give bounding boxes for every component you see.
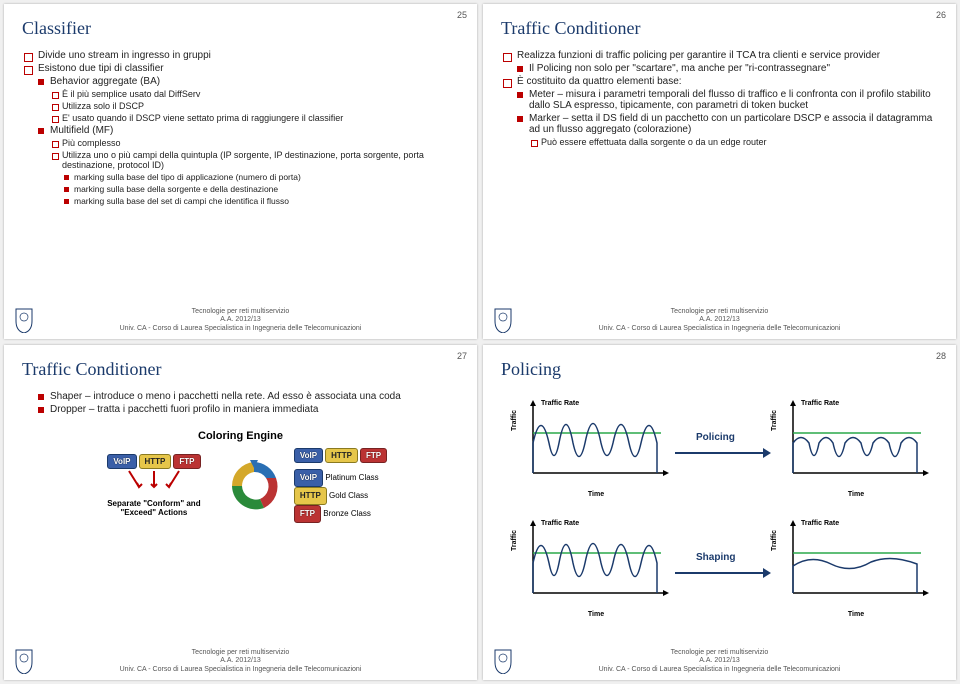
rate-label: Traffic Rate [801,400,839,407]
footer-line: A.A. 2012/13 [4,657,477,665]
footer-line: Tecnologie per reti multiservizio [4,649,477,657]
legend-gold: Gold Class [329,491,368,500]
pill-voip: VoIP [294,448,323,463]
footer-line: A.A. 2012/13 [483,316,956,324]
footer-line: Tecnologie per reti multiservizio [483,308,956,316]
pill-voip: VoIP [294,469,323,487]
footer-line: Univ. CA - Corso di Laurea Specialistica… [4,325,477,333]
slide-title: Classifier [22,18,459,39]
bullet: È costituito da quattro elementi base: [501,75,938,88]
pill-ftp: FTP [294,505,321,523]
chart-svg [781,518,931,598]
x-axis-label: Time [588,491,604,498]
bullet: marking sulla base del tipo di applicazi… [22,171,459,183]
rate-label: Traffic Rate [541,520,579,527]
footer-line: A.A. 2012/13 [4,316,477,324]
slide-title: Traffic Conditioner [22,359,459,380]
arrows-down-icon [114,469,194,491]
pill-http: HTTP [139,454,172,469]
bullet: Dropper – tratta i pacchetti fuori profi… [22,403,459,416]
page-number: 26 [936,10,946,20]
bullet: Multifield (MF) [22,124,459,137]
output-pills: VoIP HTTP FTP VoIP Platinum Class HTTP G… [294,448,387,523]
rate-label: Traffic Rate [541,400,579,407]
page-number: 28 [936,351,946,361]
pill-http: HTTP [294,487,327,505]
chart-svg [781,398,931,478]
y-axis-label: Traffic [511,410,518,431]
chart-before-policing: TrafficTimeTraffic Rate [521,398,671,488]
x-axis-label: Time [588,611,604,618]
bullet-list: Divide uno stream in ingresso in gruppiE… [22,49,459,207]
bullet: Esistono due tipi di classifier [22,62,459,75]
slide-footer: Tecnologie per reti multiservizio A.A. 2… [4,649,477,674]
slide-footer: Tecnologie per reti multiservizio A.A. 2… [483,649,956,674]
slide-title: Traffic Conditioner [501,18,938,39]
bullet: È il più semplice usato dal DiffServ [22,88,459,100]
x-axis-label: Time [848,611,864,618]
bullet: Utilizza uno o più campi della quintupla… [22,149,459,171]
chart-svg [521,518,671,598]
slide-footer: Tecnologie per reti multiservizio A.A. 2… [4,308,477,333]
slide-28: 28 Policing TrafficTimeTraffic Rate Traf… [483,345,956,680]
slide-25: 25 Classifier Divide uno stream in ingre… [4,4,477,339]
legend-plat: Platinum Class [325,473,378,482]
pill-ftp: FTP [360,448,387,463]
slide-footer: Tecnologie per reti multiservizio A.A. 2… [483,308,956,333]
bullet: Behavior aggregate (BA) [22,75,459,88]
page-number: 25 [457,10,467,20]
bullet: E' usato quando il DSCP viene settato pr… [22,112,459,124]
bullet-list: Realizza funzioni di traffic policing pe… [501,49,938,148]
bullet: Shaper – introduce o meno i pacchetti ne… [22,390,459,403]
y-axis-label: Traffic [771,530,778,551]
chart-before-shaping: TrafficTimeTraffic Rate [521,518,671,608]
separate-label: Separate "Conform" and "Exceed" Actions [94,499,214,517]
x-axis-label: Time [848,491,864,498]
bullet: Più complesso [22,137,459,149]
bullet: Utilizza solo il DSCP [22,100,459,112]
rate-label: Traffic Rate [801,520,839,527]
bullet: marking sulla base del set di campi che … [22,195,459,207]
chart-after-policing: TrafficTimeTraffic Rate [781,398,931,488]
bullet: Realizza funzioni di traffic policing pe… [501,49,938,62]
chart-svg [521,398,671,478]
bullet: Può essere effettuata dalla sorgente o d… [501,136,938,148]
cycle-icon [224,456,284,516]
arrow-icon [673,445,773,461]
bullet: Meter – misura i parametri temporali del… [501,88,938,112]
page-number: 27 [457,351,467,361]
charts-area: TrafficTimeTraffic Rate TrafficTimeTraff… [501,390,938,630]
legend-bronze: Bronze Class [323,509,371,518]
slide-27: 27 Traffic Conditioner Shaper – introduc… [4,345,477,680]
chart-after-shaping: TrafficTimeTraffic Rate [781,518,931,608]
pill-http: HTTP [325,448,358,463]
bullet: Marker – setta il DS field di un pacchet… [501,112,938,136]
diagram-title: Coloring Engine [22,430,459,442]
pill-ftp: FTP [173,454,200,469]
footer-line: Univ. CA - Corso di Laurea Specialistica… [483,666,956,674]
pill-voip: VoIP [107,454,136,469]
slide-26: 26 Traffic Conditioner Realizza funzioni… [483,4,956,339]
bullet-list: Shaper – introduce o meno i pacchetti ne… [22,390,459,416]
policing-label: Policing [696,432,735,443]
y-axis-label: Traffic [771,410,778,431]
y-axis-label: Traffic [511,530,518,551]
bullet: Il Policing non solo per "scartare", ma … [501,62,938,75]
footer-line: Univ. CA - Corso di Laurea Specialistica… [483,325,956,333]
coloring-engine-diagram: Coloring Engine VoIP HTTP FTP Separate "… [22,430,459,523]
legend: VoIP Platinum Class HTTP Gold Class FTP … [294,469,387,523]
footer-line: A.A. 2012/13 [483,657,956,665]
footer-line: Tecnologie per reti multiservizio [4,308,477,316]
shaping-label: Shaping [696,552,735,563]
footer-line: Univ. CA - Corso di Laurea Specialistica… [4,666,477,674]
slide-title: Policing [501,359,938,380]
input-pills: VoIP HTTP FTP Separate "Conform" and "Ex… [94,454,214,517]
footer-line: Tecnologie per reti multiservizio [483,649,956,657]
bullet: marking sulla base della sorgente e dell… [22,183,459,195]
arrow-icon [673,565,773,581]
bullet: Divide uno stream in ingresso in gruppi [22,49,459,62]
